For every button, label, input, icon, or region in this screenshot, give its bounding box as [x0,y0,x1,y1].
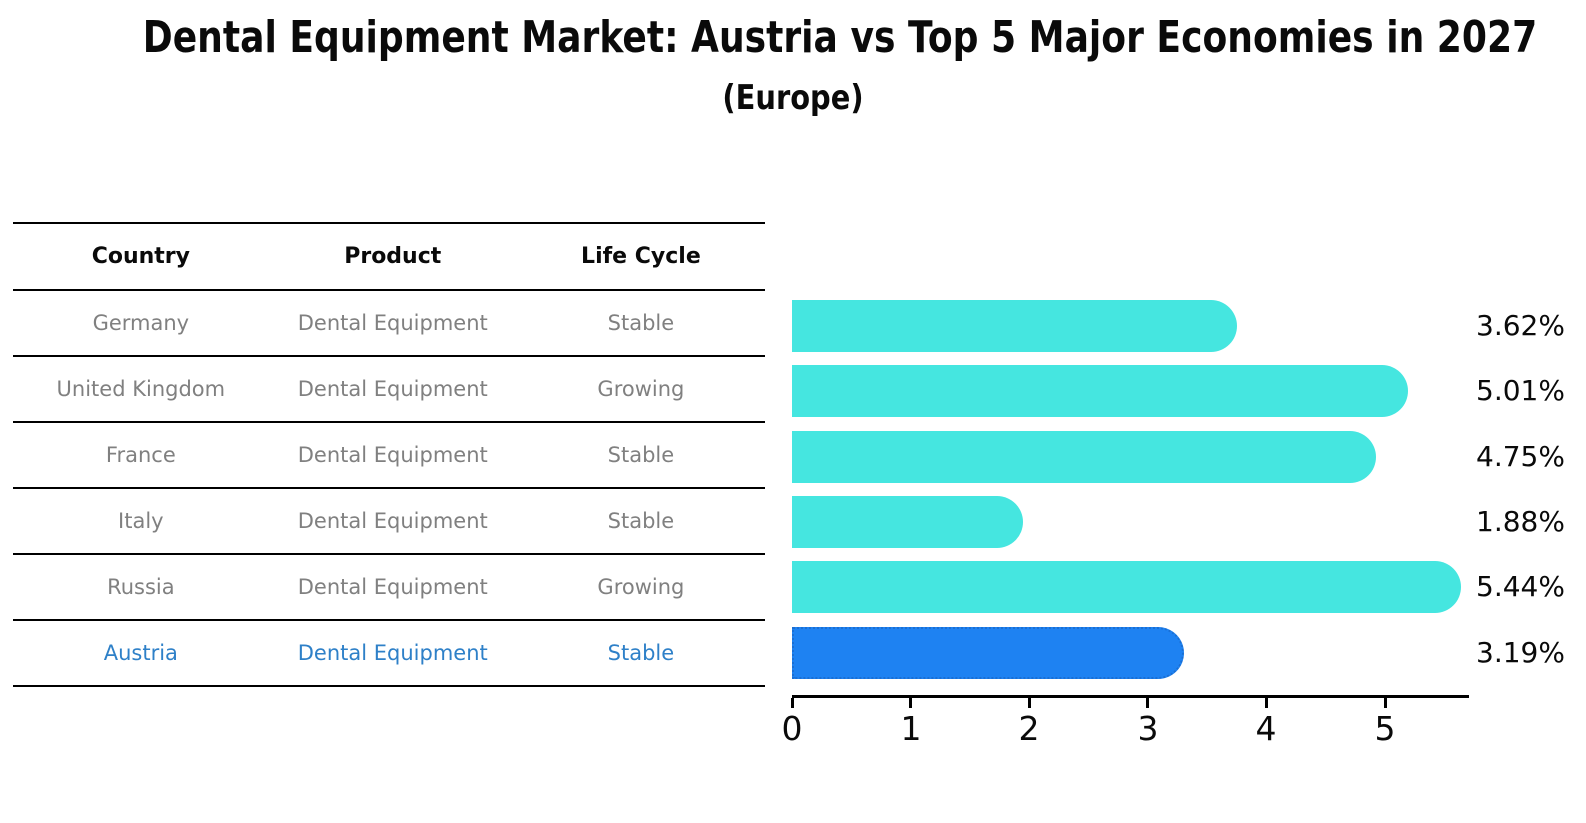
cell-country: France [105,443,176,467]
value-label-united-kingdom: 5.01% [1476,374,1565,407]
cell-product: Dental Equipment [297,509,488,533]
table-row-italy: Italy Dental Equipment Stable [13,489,765,555]
table-header-row: Country Product Life Cycle [13,224,765,291]
bar-germany [792,300,1237,352]
cell-life-cycle: Stable [607,509,675,533]
table-row-russia: Russia Dental Equipment Growing [13,555,765,621]
bar-united-kingdom [792,365,1408,417]
x-axis-line [792,695,1469,698]
x-axis-tick [1146,698,1149,708]
cell-life-cycle: Stable [607,311,675,335]
table-row-germany: Germany Dental Equipment Stable [13,291,765,357]
table-row-austria: Austria Dental Equipment Stable [13,621,765,687]
table-row-france: France Dental Equipment Stable [13,423,765,489]
x-axis-tick-label: 4 [1255,709,1277,748]
value-label-italy: 1.88% [1476,505,1565,538]
cell-life-cycle: Growing [597,377,685,401]
x-axis-tick [1384,698,1387,708]
x-axis-tick-label: 5 [1374,709,1396,748]
x-axis-tick-label: 0 [781,709,803,748]
chart-subtitle: (Europe) [722,78,864,118]
value-label-france: 4.75% [1476,440,1565,473]
x-axis-tick-label: 3 [1137,709,1159,748]
bar-austria [792,627,1184,679]
bar-italy [792,496,1023,548]
value-label-germany: 3.62% [1476,309,1565,342]
column-header-country: Country [91,244,190,269]
column-header-life-cycle: Life Cycle [581,244,701,269]
x-axis-tick [1265,698,1268,708]
value-label-austria: 3.19% [1476,636,1565,669]
cell-country: Italy [118,509,164,533]
value-label-russia: 5.44% [1476,570,1565,603]
cell-country: Russia [107,575,175,599]
chart-title: Dental Equipment Market: Austria vs Top … [142,12,1538,63]
x-axis-tick [791,698,794,708]
column-header-product: Product [344,244,442,269]
cell-product: Dental Equipment [297,575,488,599]
cell-product: Dental Equipment [297,443,488,467]
cell-country: United Kingdom [56,377,226,401]
cell-country: Germany [92,311,190,335]
x-axis-tick-label: 1 [900,709,922,748]
x-axis-tick-label: 2 [1018,709,1040,748]
bar-france [792,431,1376,483]
table-row-united-kingdom: United Kingdom Dental Equipment Growing [13,357,765,423]
cell-product: Dental Equipment [297,311,488,335]
cell-product: Dental Equipment [297,377,488,401]
bar-russia [792,561,1461,613]
x-axis-tick [909,698,912,708]
cell-life-cycle: Stable [607,641,675,665]
country-table: Country Product Life Cycle Germany Denta… [13,222,765,687]
cell-product: Dental Equipment [297,641,488,665]
cell-life-cycle: Stable [607,443,675,467]
cell-country: Austria [103,641,178,665]
x-axis-tick [1028,698,1031,708]
cell-life-cycle: Growing [597,575,685,599]
